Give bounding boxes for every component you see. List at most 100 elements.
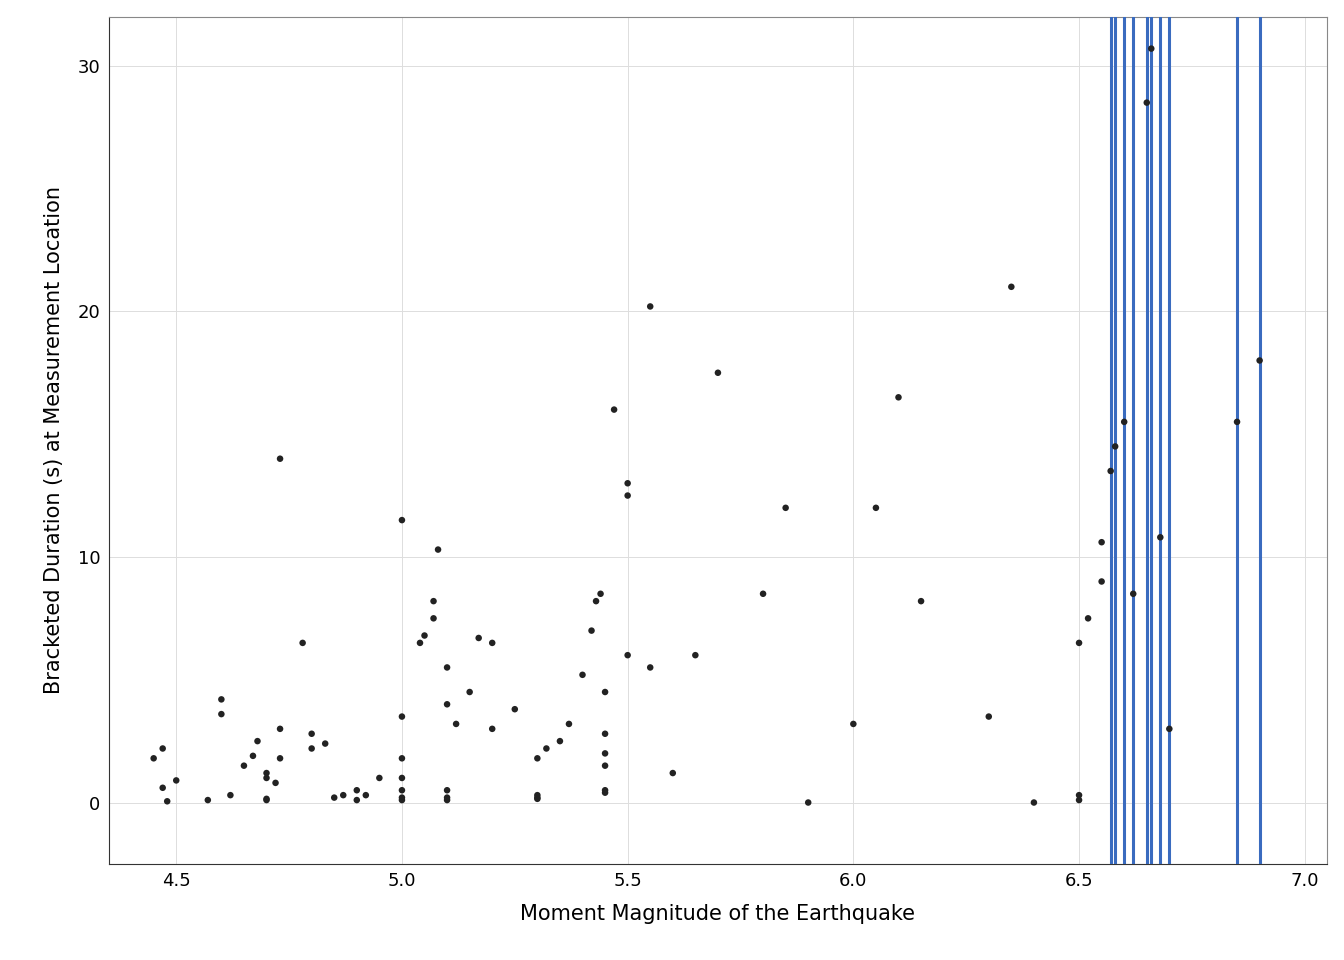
Point bbox=[707, 365, 728, 380]
Point bbox=[345, 782, 367, 798]
Point bbox=[437, 790, 458, 805]
Point bbox=[753, 587, 774, 602]
Point bbox=[211, 707, 233, 722]
Point bbox=[445, 716, 466, 732]
Point bbox=[391, 790, 413, 805]
Point bbox=[269, 751, 290, 766]
Point bbox=[1068, 792, 1090, 807]
Point bbox=[527, 787, 548, 803]
Point bbox=[255, 770, 277, 785]
Point bbox=[292, 636, 313, 651]
Point bbox=[1249, 352, 1270, 368]
Point bbox=[536, 741, 558, 756]
Point bbox=[1068, 636, 1090, 651]
Point bbox=[437, 782, 458, 798]
Point bbox=[527, 751, 548, 766]
Point bbox=[314, 736, 336, 752]
Point bbox=[437, 792, 458, 807]
Point bbox=[617, 475, 638, 491]
Point bbox=[978, 708, 1000, 724]
Point bbox=[663, 765, 684, 780]
Point bbox=[247, 733, 269, 749]
Point bbox=[1136, 95, 1157, 110]
Point bbox=[581, 623, 602, 638]
Point bbox=[594, 746, 616, 761]
Point bbox=[797, 795, 818, 810]
Point bbox=[265, 775, 286, 790]
Point bbox=[156, 794, 177, 809]
Point bbox=[1105, 439, 1126, 454]
Point bbox=[1023, 795, 1044, 810]
Point bbox=[775, 500, 797, 516]
Point bbox=[324, 790, 345, 805]
Point bbox=[888, 390, 910, 405]
X-axis label: Moment Magnitude of the Earthquake: Moment Magnitude of the Earthquake bbox=[520, 904, 915, 924]
Point bbox=[423, 611, 445, 626]
Point bbox=[391, 708, 413, 724]
Point bbox=[640, 660, 661, 675]
Point bbox=[211, 692, 233, 708]
Point bbox=[142, 751, 164, 766]
Point bbox=[1113, 414, 1134, 429]
Point bbox=[423, 593, 445, 609]
Point bbox=[504, 702, 526, 717]
Point bbox=[481, 721, 503, 736]
Point bbox=[585, 593, 606, 609]
Point bbox=[1149, 530, 1171, 545]
Point bbox=[437, 660, 458, 675]
Point bbox=[255, 792, 277, 807]
Point bbox=[1091, 535, 1113, 550]
Point bbox=[594, 785, 616, 801]
Point bbox=[198, 792, 219, 807]
Point bbox=[301, 741, 323, 756]
Point bbox=[165, 773, 187, 788]
Point bbox=[594, 782, 616, 798]
Point bbox=[1159, 721, 1180, 736]
Point bbox=[1099, 464, 1121, 479]
Y-axis label: Bracketed Duration (s) at Measurement Location: Bracketed Duration (s) at Measurement Lo… bbox=[43, 186, 63, 694]
Point bbox=[391, 751, 413, 766]
Point bbox=[550, 733, 571, 749]
Point bbox=[368, 770, 390, 785]
Point bbox=[527, 790, 548, 805]
Point bbox=[409, 636, 430, 651]
Point bbox=[269, 721, 290, 736]
Point bbox=[355, 787, 376, 803]
Point bbox=[391, 770, 413, 785]
Point bbox=[617, 647, 638, 662]
Point bbox=[458, 684, 480, 700]
Point bbox=[242, 748, 263, 763]
Point bbox=[571, 667, 593, 683]
Point bbox=[527, 791, 548, 806]
Point bbox=[427, 541, 449, 557]
Point bbox=[1078, 611, 1099, 626]
Point bbox=[332, 787, 353, 803]
Point bbox=[414, 628, 435, 643]
Point bbox=[468, 631, 489, 646]
Point bbox=[437, 697, 458, 712]
Point bbox=[255, 791, 277, 806]
Point bbox=[391, 782, 413, 798]
Point bbox=[481, 636, 503, 651]
Point bbox=[1000, 279, 1021, 295]
Point bbox=[152, 780, 173, 796]
Point bbox=[866, 500, 887, 516]
Point bbox=[590, 587, 612, 602]
Point bbox=[301, 726, 323, 741]
Point bbox=[345, 792, 367, 807]
Point bbox=[269, 451, 290, 467]
Point bbox=[1091, 574, 1113, 589]
Point bbox=[152, 741, 173, 756]
Point bbox=[219, 787, 241, 803]
Point bbox=[603, 402, 625, 418]
Point bbox=[843, 716, 864, 732]
Point bbox=[391, 792, 413, 807]
Point bbox=[558, 716, 579, 732]
Point bbox=[1068, 787, 1090, 803]
Point bbox=[594, 726, 616, 741]
Point bbox=[910, 593, 931, 609]
Point bbox=[255, 765, 277, 780]
Point bbox=[594, 758, 616, 774]
Point bbox=[1226, 414, 1247, 429]
Point bbox=[594, 684, 616, 700]
